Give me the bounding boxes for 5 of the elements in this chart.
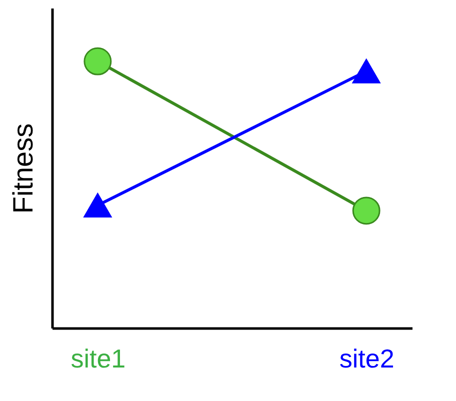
x-tick-label: site2 (339, 344, 394, 374)
x-tick-label: site1 (70, 344, 126, 374)
point (84, 47, 112, 76)
point (352, 196, 380, 225)
y-axis-title: Fitness (8, 123, 38, 214)
